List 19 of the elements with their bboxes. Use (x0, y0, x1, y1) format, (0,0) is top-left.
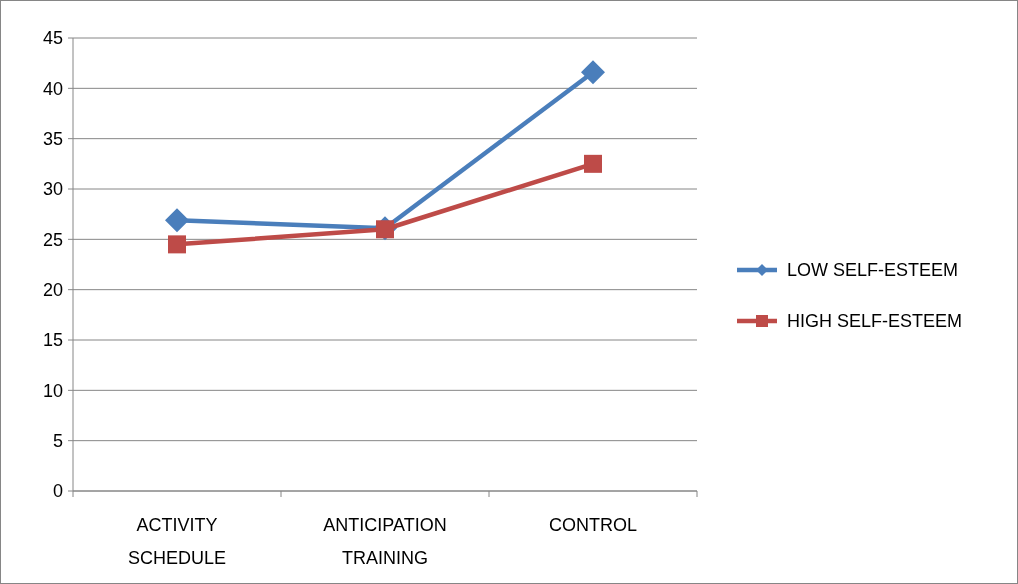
y-tick-label: 10 (42, 380, 63, 401)
point (584, 154, 602, 173)
y-tick-label: 35 (42, 128, 63, 149)
y-tick-label: 15 (42, 330, 63, 351)
legend-label: LOW SELF-ESTEEM (787, 260, 959, 281)
point (168, 235, 186, 254)
y-tick-label: 25 (42, 229, 63, 250)
x-tick-label: CONTROL (548, 515, 638, 535)
y-tick-label: 45 (42, 28, 63, 49)
point (165, 208, 189, 233)
y-tick-label: 40 (42, 78, 63, 99)
x-tick-label: ACTIVITY SCHEDULE (127, 515, 227, 568)
y-tick-label: 20 (42, 279, 63, 300)
y-tick-label: 30 (42, 179, 63, 200)
legend-label: HIGH SELF-ESTEEM (787, 311, 963, 332)
y-tick-label: 0 (52, 481, 63, 502)
x-tick-label: ANTICIPATION TRAINING (323, 515, 447, 568)
y-tick-label: 5 (52, 430, 63, 451)
point (581, 60, 605, 85)
